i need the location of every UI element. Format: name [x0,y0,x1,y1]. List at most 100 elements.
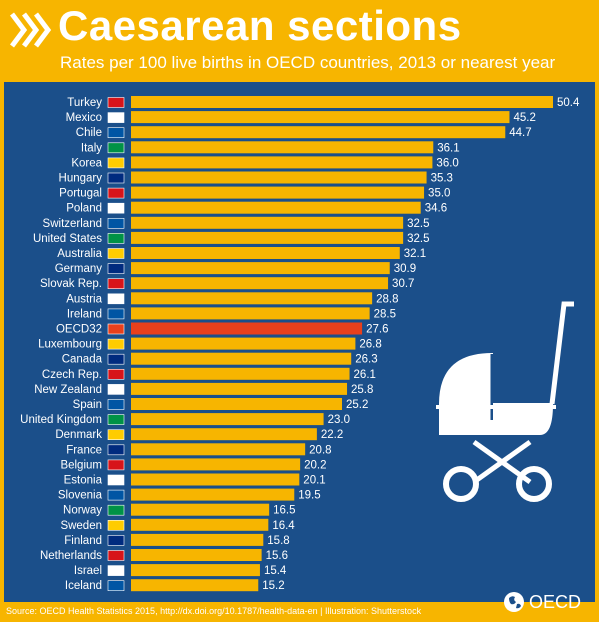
flag-icon [107,580,125,592]
value-label: 16.4 [272,520,295,532]
flag-icon [107,489,125,501]
bar [131,307,370,320]
category-label: Norway [63,505,102,517]
bar [131,201,421,214]
value-label: 50.4 [557,97,580,109]
highlight-bar [131,322,363,335]
bar [131,503,270,516]
flag-icon [107,97,125,108]
bar [131,186,425,199]
flag-icon [107,399,125,410]
value-label: 26.3 [355,354,377,366]
bar [131,382,348,395]
category-label: Israel [74,565,102,577]
category-label: Ireland [67,308,102,320]
bar [131,141,434,154]
flag-icon [107,263,125,274]
flag-icon [107,565,125,576]
bar [131,428,317,441]
category-label: Slovak Rep. [40,278,102,290]
baby-stroller-icon [436,301,574,502]
value-label: 26.1 [354,369,376,381]
bar [131,292,373,305]
value-label: 28.8 [376,293,398,305]
value-label: 32.5 [407,233,429,245]
bar [131,96,553,108]
value-label: 15.4 [264,565,287,577]
category-label: Austria [66,293,102,305]
bar [131,247,400,259]
value-label: 30.9 [394,263,416,275]
flag-icon [107,474,125,486]
oecd-logo: OECD [503,591,581,613]
flag-icon [107,308,125,320]
category-label: Portugal [59,188,102,200]
category-label: Spain [73,399,102,411]
category-label: Germany [55,263,103,275]
category-label: United States [33,233,102,245]
flag-icon [107,157,125,169]
value-label: 20.1 [303,475,325,487]
category-label: Slovenia [58,490,103,502]
category-label: Czech Rep. [42,369,102,381]
value-label: 34.6 [425,203,447,215]
value-label: 32.1 [404,248,426,260]
bar [131,231,404,244]
flag-icon [107,127,125,139]
category-label: Italy [81,142,102,154]
value-label: 20.2 [304,459,326,471]
flag-icon [107,293,125,305]
bar [131,126,506,139]
flag-icon [107,384,125,395]
value-label: 15.6 [266,550,288,562]
bar [131,549,262,561]
flag-icon [107,323,125,335]
value-label: 16.5 [273,505,295,517]
flag-icon [107,142,125,154]
flag-icon [107,368,125,380]
bar [131,443,306,456]
page-title: Caesarean sections [58,2,462,49]
bar [131,473,300,486]
flag-icon [107,550,125,561]
value-label: 26.8 [359,339,381,351]
value-label: 45.2 [513,112,535,124]
flag-icon [107,444,125,456]
flag-icon [107,338,125,350]
category-label: Turkey [67,97,102,109]
flag-icon [107,429,125,441]
value-label: 15.2 [262,580,284,592]
value-label: 20.8 [309,444,331,456]
bar [131,352,352,365]
bar [131,171,427,184]
category-label: France [66,444,102,456]
globe-icon [504,592,524,612]
category-label: Korea [71,157,102,169]
oecd-logo-text: OECD [529,591,582,612]
category-label: Mexico [66,112,102,124]
bar [131,262,390,275]
oecd-chevron-icon [10,12,52,48]
value-label: 35.0 [428,188,450,200]
bar [131,367,350,380]
category-label: Hungary [59,173,103,185]
bar [131,277,389,290]
category-label: Denmark [55,429,102,441]
bar [131,458,301,471]
flag-icon [107,519,125,531]
flag-icon [107,112,125,123]
bar [131,564,260,577]
category-label: Sweden [60,520,102,532]
value-label: 15.8 [267,535,289,547]
bar [131,398,342,410]
flag-icon [107,504,125,516]
flag-icon [107,414,125,425]
value-label: 19.5 [298,490,320,502]
category-label: Luxembourg [38,339,102,351]
bar [131,533,264,546]
value-label: 28.5 [374,308,396,320]
bar [131,111,510,124]
bar [131,216,404,229]
value-label: 22.2 [321,429,343,441]
